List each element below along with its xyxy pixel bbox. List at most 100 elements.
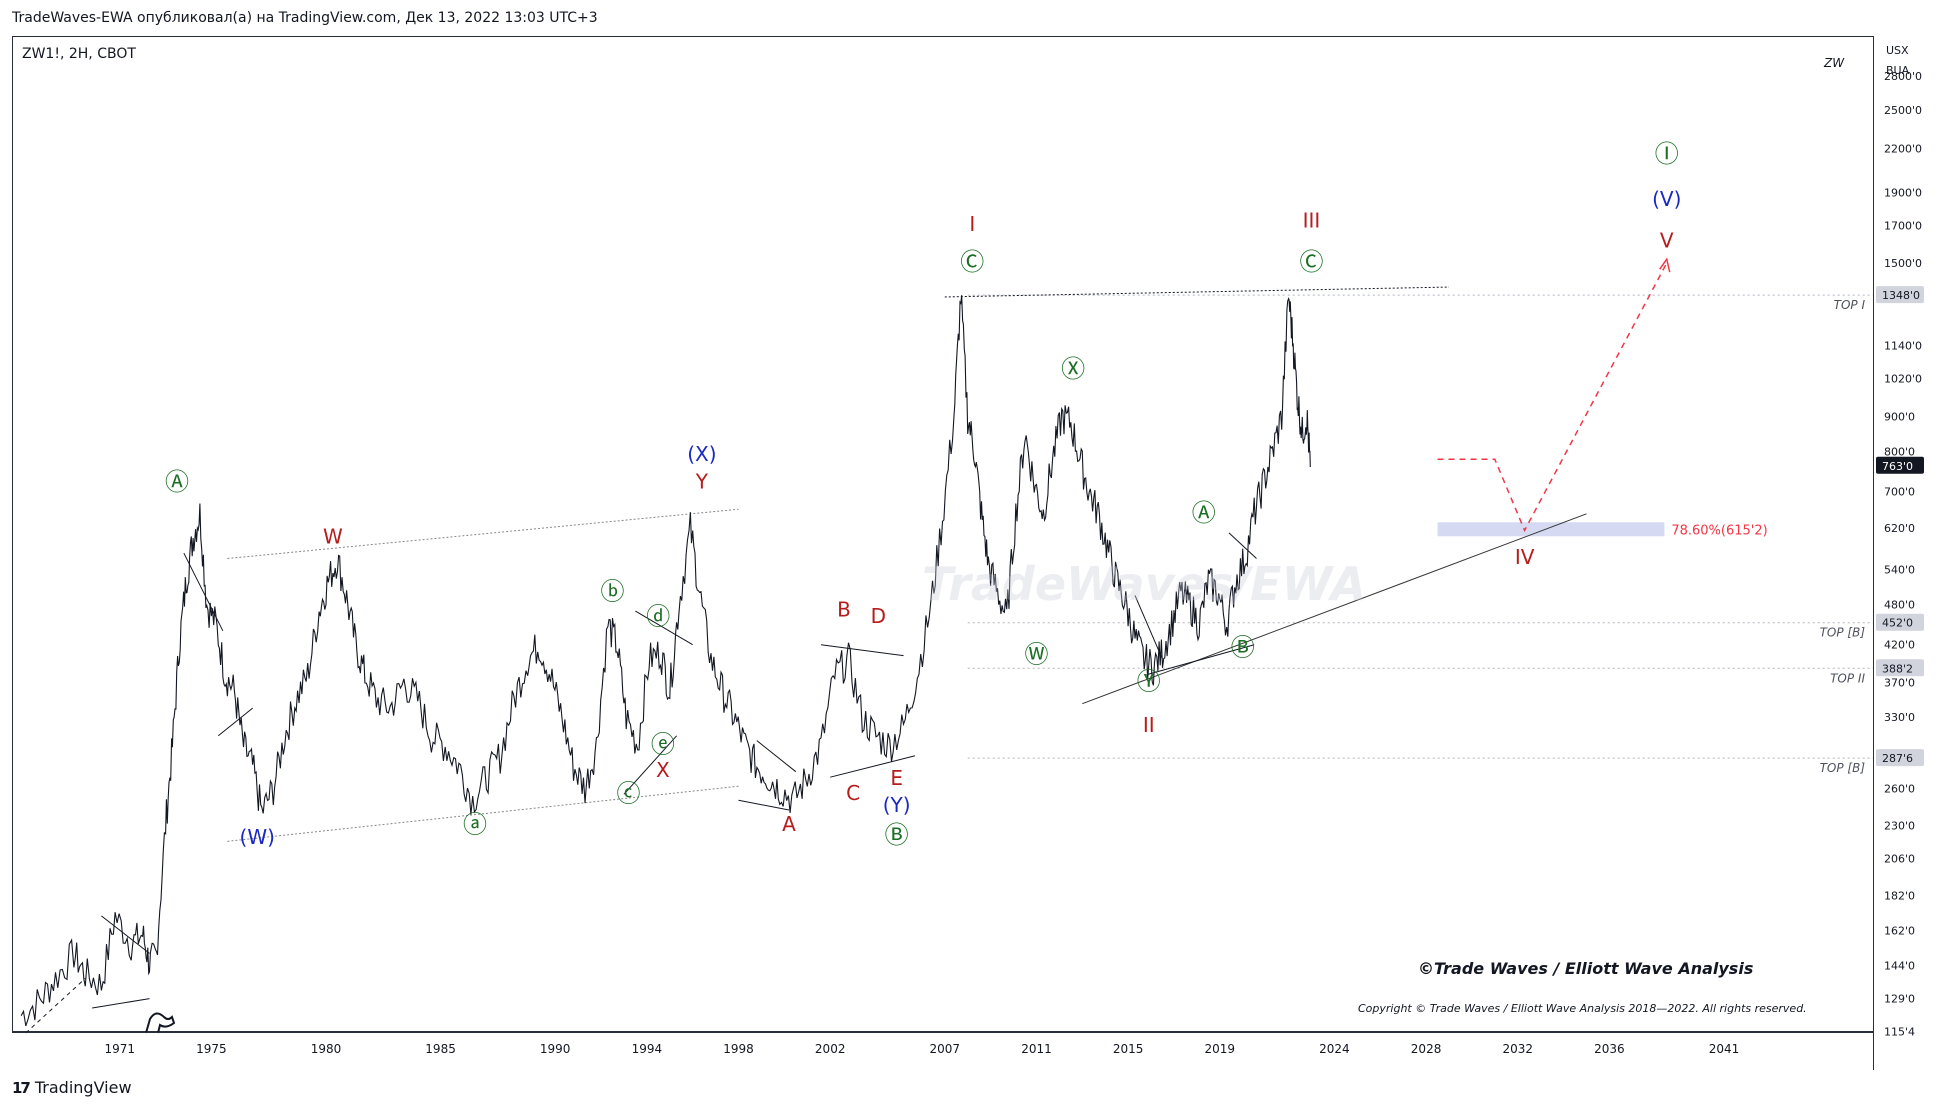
projection-line	[1437, 262, 1668, 533]
wave-trendline	[820, 644, 904, 657]
wave-label: E	[890, 766, 903, 790]
price-tick-label: 480'0	[1884, 599, 1915, 612]
copyright-notice: Copyright © Trade Waves / Elliott Wave A…	[1358, 1002, 1807, 1015]
price-tag-bg	[1876, 749, 1924, 767]
time-tick-label: 1994	[632, 1042, 663, 1056]
wave-label: Y	[695, 470, 709, 494]
price-tick-label: 144'0	[1884, 960, 1915, 973]
wave-label: ⓒ	[617, 779, 641, 807]
price-tag-label: 287'6	[1882, 752, 1913, 765]
channel-upper	[227, 508, 739, 559]
footer-brand[interactable]: 𝟭𝟳 TradingView	[12, 1078, 132, 1097]
top-dotted-line	[944, 286, 1450, 298]
wave-trendline	[1134, 595, 1163, 660]
price-tick-label: 162'0	[1884, 924, 1915, 937]
price-tick-label: 700'0	[1884, 486, 1915, 499]
chart-frame	[12, 36, 1873, 1032]
time-tick-label: 2007	[930, 1042, 961, 1056]
wave-label: Ⓦ	[1024, 641, 1048, 669]
time-tick-label: 2041	[1709, 1042, 1740, 1056]
wave-label: ⓑ	[600, 577, 624, 605]
fib-zone-label: 78.60%(615'2)	[1671, 523, 1767, 538]
price-tick-label: 206'0	[1884, 852, 1915, 865]
wave-label: ⓔ	[651, 731, 675, 759]
wave-trendline	[217, 707, 253, 737]
wave-label: Ⓒ	[1299, 248, 1323, 276]
price-tick-label: 1020'0	[1884, 373, 1922, 386]
symbol-title[interactable]: ZW1!, 2H, CBOT	[22, 46, 136, 62]
wave-label: B	[837, 598, 851, 622]
time-tick-label: 2028	[1411, 1042, 1442, 1056]
wave-trendline	[756, 740, 797, 773]
price-tag-label: 763'0	[1882, 460, 1913, 473]
wave-label: ⓐ	[463, 810, 487, 838]
time-tick-label: 1980	[311, 1042, 342, 1056]
price-tick-label: 2800'0	[1884, 70, 1922, 83]
publish-info: TradeWaves-EWA опубликовал(а) на Trading…	[12, 10, 598, 26]
price-tag-bg	[1876, 613, 1924, 631]
time-tick-label: 1998	[723, 1042, 754, 1056]
wave-label: (V)	[1652, 187, 1681, 211]
wave-label: Ⓘ	[1655, 140, 1679, 168]
price-tick-label: 230'0	[1884, 819, 1915, 832]
replay-dino-icon	[145, 1012, 176, 1034]
wave-label: (Y)	[883, 793, 911, 817]
fib-zone: 78.60%(615'2)	[1437, 522, 1768, 538]
price-tick-label: 2200'0	[1884, 142, 1922, 155]
footer-brand-label: TradingView	[34, 1078, 132, 1097]
wave-trendline	[738, 799, 790, 811]
fib-zone-rect	[1437, 522, 1665, 537]
level-label: TOP I	[1834, 298, 1866, 312]
origin-dashed-line	[25, 978, 86, 1034]
price-tick-label: 182'0	[1884, 889, 1915, 902]
time-tick-label: 1990	[540, 1042, 571, 1056]
price-tick-label: 115'4	[1884, 1026, 1915, 1039]
wave-label: Ⓒ	[960, 248, 984, 276]
wave-label: ⓓ	[646, 602, 670, 630]
price-tick-label: 800'0	[1884, 446, 1915, 459]
wave-label: Ⓐ	[1192, 499, 1216, 527]
price-tick-label: 370'0	[1884, 677, 1915, 690]
wave-label: (X)	[687, 442, 716, 466]
wave-label: Ⓧ	[1061, 355, 1085, 383]
price-tick-label: 420'0	[1884, 639, 1915, 652]
wave-labels: ⒶW(W) ⓐⓑⓒⓓⓔX(X)YABCDE(Y)ⒷIⒸⓍⓌⒶⒷⓎIIIIIⒸIVⒾ…	[165, 140, 1681, 849]
time-tick-label: 2002	[815, 1042, 846, 1056]
symbol-code-watermark: ZW	[1824, 56, 1845, 70]
price-axis-border	[1873, 36, 1874, 1070]
wave-label: D	[871, 604, 886, 628]
price-tick-label: 620'0	[1884, 522, 1915, 535]
wave-label: A	[782, 812, 796, 836]
wave-trendline	[101, 915, 150, 954]
price-tick-label: 1700'0	[1884, 220, 1922, 233]
time-tick-label: 2032	[1502, 1042, 1533, 1056]
wave-label: IV	[1515, 545, 1535, 569]
price-tick-label: 129'0	[1884, 993, 1915, 1006]
price-tick-label: 900'0	[1884, 410, 1915, 423]
wave-label: Ⓨ	[1137, 668, 1161, 696]
time-tick-label: 2036	[1594, 1042, 1625, 1056]
currency-line2: BUA	[1886, 64, 1910, 77]
time-tick-label: 1975	[196, 1042, 227, 1056]
projection	[1437, 257, 1671, 533]
wave-label: Ⓑ	[1231, 633, 1255, 661]
time-tick-label: 2024	[1319, 1042, 1350, 1056]
currency-line1: USX	[1886, 44, 1909, 57]
wave-label: X	[656, 758, 670, 782]
time-axis-border	[12, 1032, 1873, 1033]
price-tick-label: 540'0	[1884, 563, 1915, 576]
level-label: TOP II	[1830, 671, 1865, 685]
wave-trendline	[623, 735, 678, 795]
projection-arrowhead	[1659, 257, 1671, 273]
price-tag-bg	[1876, 456, 1924, 474]
wave-label: II	[1143, 713, 1155, 737]
wave-label: V	[1660, 228, 1674, 252]
price-tag-label: 1348'0	[1882, 289, 1920, 302]
time-tick-label: 1971	[104, 1042, 135, 1056]
time-axis: 1971 1975 1980 1985 1990 1994 1998 2002 2007 2011…	[104, 1012, 1740, 1056]
wave-trendline	[635, 610, 693, 646]
price-tick-label: 260'0	[1884, 783, 1915, 796]
time-tick-label: 1985	[425, 1042, 456, 1056]
